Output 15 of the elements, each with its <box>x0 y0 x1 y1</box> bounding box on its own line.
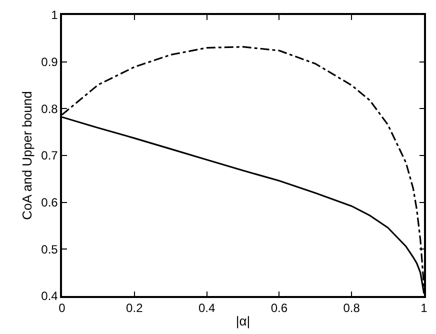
y-tick-label: 0.6 <box>41 196 58 210</box>
y-tick-label: 0.4 <box>41 289 58 304</box>
x-tick-label: 0.2 <box>126 301 144 316</box>
y-tick-label: 0.7 <box>41 148 58 163</box>
x-tick-label: 0.4 <box>198 301 216 316</box>
x-tick-label: 0 <box>58 301 66 316</box>
x-tick-label: 0.8 <box>343 301 360 316</box>
y-tick-label: 0.8 <box>41 102 58 116</box>
y-tick-label: 1 <box>51 8 58 22</box>
x-tick-label: 0.6 <box>270 301 288 316</box>
x-axis-title: |α| <box>236 313 250 328</box>
y-tick-label: 0.9 <box>41 55 58 70</box>
x-tick-label: 1 <box>420 301 428 316</box>
y-tick-label: 0.5 <box>41 242 58 256</box>
y-axis-title: CoA and Upper bound <box>20 91 35 220</box>
